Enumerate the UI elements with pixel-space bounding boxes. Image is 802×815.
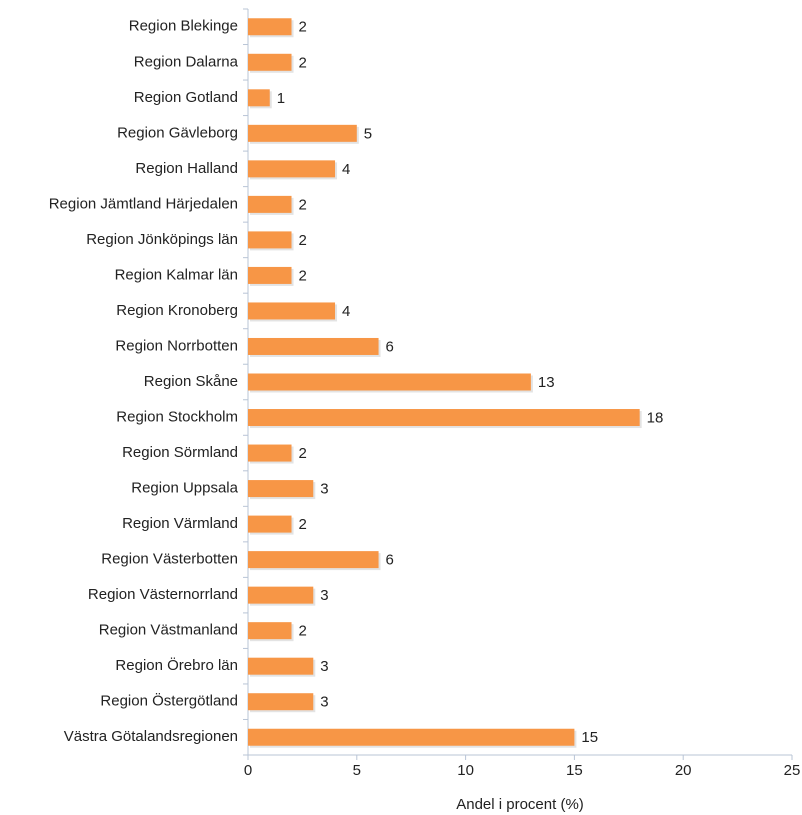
y-tick-label: Region Västernorrland [88, 586, 238, 603]
bar [248, 231, 292, 249]
data-label: 2 [299, 196, 307, 213]
y-tick-label: Region Gotland [134, 89, 238, 106]
data-label: 15 [581, 729, 598, 746]
bar [248, 337, 379, 355]
y-tick-label: Region Dalarna [134, 53, 239, 70]
bar [248, 409, 640, 427]
data-label: 6 [386, 552, 394, 569]
data-label: 2 [299, 267, 307, 284]
bar [248, 302, 336, 320]
x-tick-label: 10 [457, 762, 474, 779]
y-tick-label: Region Värmland [122, 515, 238, 532]
x-axis-title: Andel i procent (%) [456, 796, 584, 813]
data-label: 3 [320, 694, 328, 711]
y-tick-label: Region Kalmar län [115, 266, 238, 283]
y-tick-label: Region Blekinge [129, 18, 238, 35]
y-tick-label: Region Västmanland [99, 622, 238, 639]
y-tick-label: Region Västerbotten [101, 551, 238, 568]
bar [248, 515, 292, 533]
bar [248, 480, 314, 498]
y-tick-label: Västra Götalandsregionen [64, 728, 238, 745]
bar [248, 586, 314, 604]
bar [248, 444, 292, 462]
y-tick-label: Region Stockholm [116, 408, 238, 425]
y-tick-label: Region Örebro län [115, 656, 238, 674]
data-label: 4 [342, 303, 350, 320]
x-tick-label: 15 [566, 762, 583, 779]
y-tick-label: Region Jönköpings län [86, 231, 238, 248]
data-label: 13 [538, 374, 555, 391]
bar [248, 657, 314, 675]
x-tick-label: 25 [784, 762, 801, 779]
bar [248, 53, 292, 71]
y-tick-label: Region Gävleborg [117, 124, 238, 141]
bar [248, 693, 314, 711]
y-tick-label: Region Skåne [144, 373, 238, 390]
bar [248, 160, 336, 178]
data-label: 2 [299, 54, 307, 71]
bar [248, 89, 270, 107]
data-label: 3 [320, 481, 328, 498]
data-label: 5 [364, 125, 372, 142]
y-tick-label: Region Halland [135, 160, 238, 177]
data-label: 3 [320, 658, 328, 675]
data-label: 2 [299, 19, 307, 36]
bar [248, 195, 292, 213]
bar [248, 551, 379, 569]
bar [248, 266, 292, 284]
data-label: 2 [299, 623, 307, 640]
data-label: 2 [299, 516, 307, 533]
y-tick-label: Region Norrbotten [115, 337, 238, 354]
data-label: 2 [299, 232, 307, 249]
x-tick-label: 0 [244, 762, 252, 779]
data-label: 4 [342, 161, 350, 178]
data-label: 3 [320, 587, 328, 604]
y-tick-label: Region Jämtland Härjedalen [49, 195, 238, 212]
x-tick-label: 20 [675, 762, 692, 779]
bar [248, 728, 575, 746]
y-tick-label: Region Östergötland [100, 692, 238, 710]
data-label: 2 [299, 445, 307, 462]
data-label: 6 [386, 338, 394, 355]
data-label: 1 [277, 90, 285, 107]
y-tick-label: Region Uppsala [131, 480, 238, 497]
bar [248, 18, 292, 36]
y-tick-label: Region Kronoberg [116, 302, 238, 319]
y-tick-label: Region Sörmland [122, 444, 238, 461]
bar [248, 124, 357, 142]
x-tick-label: 5 [353, 762, 361, 779]
data-label: 18 [647, 409, 664, 426]
bar [248, 622, 292, 640]
bar [248, 373, 531, 391]
